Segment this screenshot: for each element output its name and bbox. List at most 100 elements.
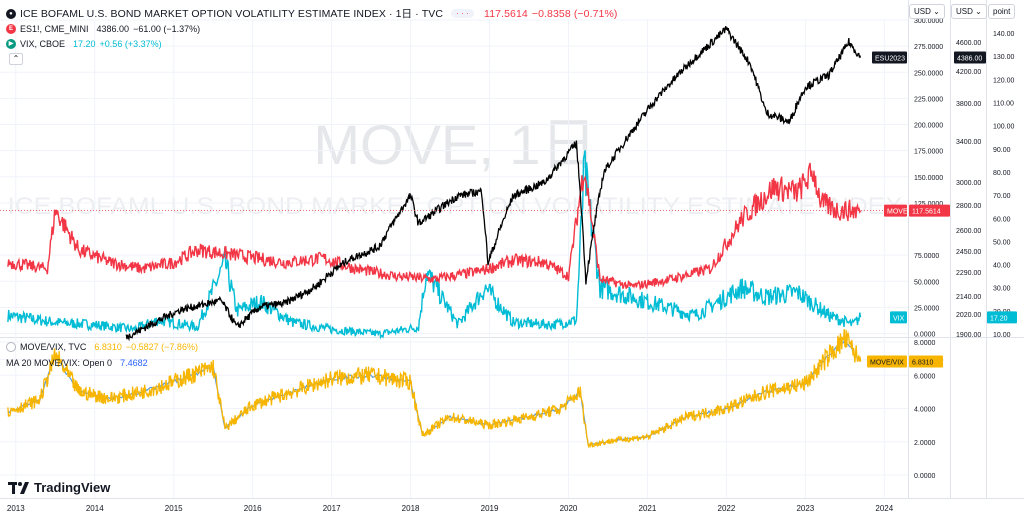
pane-divider[interactable] [0,337,1024,338]
svg-text:17.20: 17.20 [990,315,1008,322]
main-last-value: 117.5614 [484,7,528,20]
point-axis-tick-label: 80.00 [993,170,1011,177]
legend-ma[interactable]: MA 20 MOVE/VIX: Open 0 7.4682 [6,358,148,368]
move-axis-tick-label: 250.0000 [914,70,943,77]
currency-selector-a[interactable]: USD ⌄ [909,4,945,19]
legend-ratio-change: −0.5827 (−7.86%) [125,342,198,352]
legend-ratio-symbol: MOVE/VIX, TVC [20,342,87,352]
move-axis-tick-label: 50.0000 [914,279,939,286]
time-tick-label: 2016 [244,504,262,513]
legend-ma-label: MA 20 MOVE/VIX: Open 0 [6,358,113,368]
es-axis-tick-label: 3000.00 [956,180,981,187]
legend-es-change: −61.00 (−1.37%) [133,24,201,34]
time-tick-label: 2015 [165,504,183,513]
main-change: −0.8358 (−0.71%) [531,7,618,20]
point-axis-tick-label: 110.00 [993,101,1014,108]
legend-more-icon[interactable]: · · · [451,9,475,18]
chevron-down-icon: ⌄ [975,7,982,16]
es-axis-tick-label: 3800.00 [956,101,981,108]
legend-es-symbol: ES1!, CME_MINI [20,24,89,34]
es-axis-tick-label: 4200.00 [956,69,981,76]
svg-text:4386.00: 4386.00 [957,56,982,63]
point-axis-tick-label: 30.00 [993,286,1011,293]
brand-name: TradingView [34,480,111,495]
point-axis-tick-label: 140.00 [993,31,1015,38]
ratio-axis-tick-label: 2.0000 [914,440,936,447]
point-axis-tick-label: 50.00 [993,239,1011,246]
legend-vix-value: 17.20 [73,39,96,49]
move-series-tag: MOVE [884,204,908,217]
es-last-price-label: 4386.00 [954,51,986,64]
es-symbol-icon: E [6,24,16,34]
es-axis-tick-label: 1900.00 [956,332,981,339]
point-axis-tick-label: 10.00 [993,332,1011,339]
move-last-price-label: 117.5614 [909,204,950,217]
time-tick-label: 2024 [875,504,893,513]
move-axis-tick-label: 275.0000 [914,44,943,51]
ratio-axis-tick-label: 8.0000 [914,340,936,347]
currency-selector-b[interactable]: USD ⌄ [951,4,987,19]
move-axis-tick-label: 25.0000 [914,305,939,312]
price-axis-border [908,0,909,499]
ratio-symbol-icon [6,342,16,352]
time-tick-label: 2022 [718,504,736,513]
vix-last-price-label: 17.20 [987,311,1017,324]
main-title: ICE BOFAML U.S. BOND MARKET OPTION VOLAT… [20,8,444,20]
svg-text:MOVE: MOVE [887,209,908,216]
es-axis-tick-label: 2140.00 [956,294,981,301]
time-tick-label: 2020 [560,504,578,513]
vix-series-tag: VIX [890,311,907,324]
chevron-down-icon: ⌄ [933,7,940,16]
svg-text:MOVE/VIX: MOVE/VIX [870,359,904,366]
legend-vix-change: +0.56 (+3.37%) [99,39,162,49]
svg-text:ESU2023: ESU2023 [875,56,905,63]
legend-vix[interactable]: ▶ VIX, CBOE 17.20 +0.56 (+3.37%) [6,39,162,49]
ratio-axis-tick-label: 4.0000 [914,407,936,414]
move-axis-tick-label: 125.0000 [914,201,943,208]
point-axis-tick-label: 100.00 [993,124,1015,131]
point-axis-tick-label: 130.00 [993,54,1015,61]
point-axis-tick-label: 70.00 [993,193,1011,200]
tradingview-logo-icon [8,481,29,494]
series-line-vix [7,150,862,340]
es-axis-tick-label: 4600.00 [956,40,981,47]
legend-ma-value: 7.4682 [120,358,148,368]
ratio-axis-tick-label: 0.0000 [914,473,936,480]
time-axis-border [0,498,1024,499]
es-axis-tick-label: 2020.00 [956,312,981,319]
unit-selector[interactable]: point [988,4,1016,19]
es-axis-tick-label: 2600.00 [956,228,981,235]
legend-ratio-value: 6.8310 [94,342,122,352]
move-axis-tick-label: 175.0000 [914,149,943,156]
price-axis-border [950,0,951,499]
move-axis-tick-label: 0.0000 [914,332,936,339]
collapse-legend-icon[interactable]: ⌃ [9,53,23,65]
time-tick-label: 2021 [639,504,657,513]
svg-text:VIX: VIX [893,315,905,322]
point-axis-tick-label: 120.00 [993,77,1015,84]
series-line-move [7,162,862,291]
ratio-axis-tick-label: 6.0000 [914,373,936,380]
time-tick-label: 2018 [402,504,420,513]
legend-es[interactable]: E ES1!, CME_MINI 4386.00 −61.00 (−1.37%) [6,24,200,34]
main-legend-title[interactable]: ● ICE BOFAML U.S. BOND MARKET OPTION VOL… [6,6,618,21]
move-axis-tick-label: 75.0000 [914,253,939,260]
legend-vix-symbol: VIX, CBOE [20,39,66,49]
time-tick-label: 2019 [481,504,499,513]
move-axis-tick-label: 225.0000 [914,96,943,103]
move-axis-tick-label: 150.0000 [914,175,943,182]
ratio-series-tag: MOVE/VIX [867,355,907,368]
svg-text:117.5614: 117.5614 [912,209,941,216]
series-line-es [125,26,862,342]
time-tick-label: 2013 [7,504,25,513]
tradingview-logo[interactable]: TradingView [8,480,110,495]
symbol-logo-icon: ● [6,8,16,19]
move-axis-tick-label: 200.0000 [914,123,943,130]
point-axis-tick-label: 90.00 [993,147,1011,154]
es-axis-tick-label: 2450.00 [956,249,981,256]
point-axis-tick-label: 60.00 [993,216,1011,223]
es-axis-tick-label: 2290.00 [956,270,981,277]
legend-ratio[interactable]: MOVE/VIX, TVC 6.8310 −0.5827 (−7.86%) [6,342,198,352]
vix-symbol-icon: ▶ [6,39,16,49]
